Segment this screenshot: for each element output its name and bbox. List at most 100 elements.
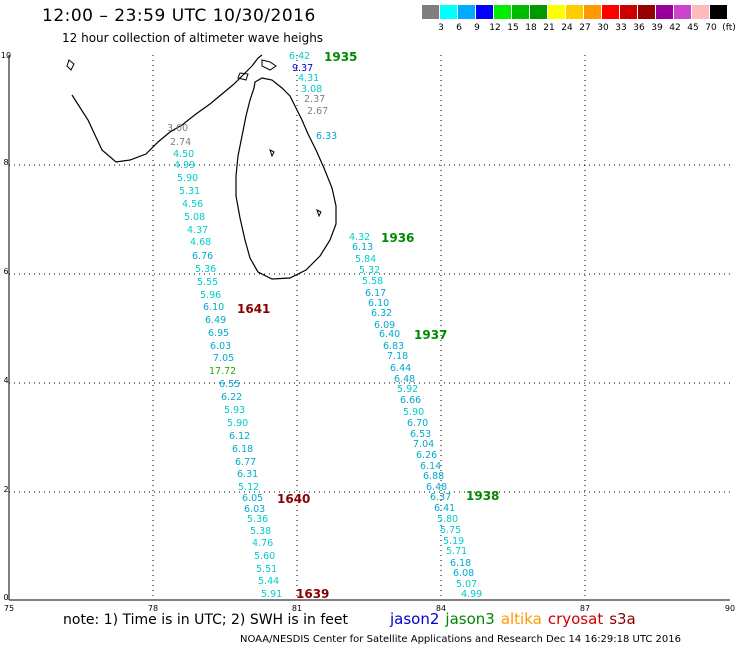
- wave-height-value: 5.58: [362, 276, 383, 287]
- wave-height-value: 5.80: [437, 514, 458, 525]
- wave-height-value: 2.74: [170, 137, 191, 148]
- scale-swatch: [620, 5, 638, 19]
- lon-gridlines: [152, 55, 586, 600]
- wave-height-value: 6.48: [394, 374, 415, 385]
- wave-height-value: 6.76: [192, 251, 213, 262]
- wave-height-value: 6.49: [205, 315, 226, 326]
- lat-tick-label: 2: [3, 485, 8, 494]
- lat-tick-label: 4: [3, 376, 8, 385]
- wave-height-value: 5.92: [397, 384, 418, 395]
- lon-axis-labels: 75 78 81 84 87 90: [4, 604, 735, 613]
- wave-height-value: 6.14: [420, 461, 441, 472]
- wave-height-value: 6.12: [229, 431, 250, 442]
- scale-swatch: [602, 5, 620, 19]
- wave-height-value: 6.10: [203, 302, 224, 313]
- scale-label: 33: [615, 23, 627, 33]
- pass-time-label: 1938: [466, 489, 499, 503]
- wave-height-value: 6.77: [235, 457, 256, 468]
- pass-time-label: 1641: [237, 302, 270, 316]
- wave-height-value: 17.72: [209, 366, 236, 377]
- scale-swatch: [512, 5, 530, 19]
- map-note: note: 1) Time is in UTC; 2) SWH is in fe…: [63, 612, 349, 628]
- scale-swatch: [494, 5, 512, 19]
- scale-label: 18: [525, 23, 537, 33]
- scale-swatch: [584, 5, 602, 19]
- wave-height-value: 5.55: [197, 277, 218, 288]
- wave-height-value: 7.04: [413, 439, 434, 450]
- wave-height-value: 6.33: [316, 131, 337, 142]
- lat-gridlines: [9, 164, 730, 493]
- scale-swatch: [458, 5, 476, 19]
- wave-height-value: 4.31: [298, 73, 319, 84]
- map-subtitle: 12 hour collection of altimeter wave hei…: [62, 31, 324, 45]
- wave-height-value: 7.05: [213, 353, 234, 364]
- scale-label: 6: [456, 23, 462, 33]
- wave-height-value: 6.88: [423, 471, 444, 482]
- scale-swatch: [476, 5, 494, 19]
- scale-label: 27: [579, 23, 591, 33]
- scale-swatch: [710, 5, 728, 19]
- lat-axis-labels: 0 2 4 6 8 10: [1, 51, 11, 602]
- pass-time-label: 1935: [324, 50, 357, 64]
- wave-height-value: 5.36: [195, 264, 216, 275]
- wave-height-value: 3.00: [167, 123, 188, 134]
- scale-label: 45: [687, 23, 699, 33]
- wave-height-value: 6.03: [210, 341, 231, 352]
- scale-label: 24: [561, 23, 573, 33]
- lat-tick-label: 0: [3, 593, 8, 602]
- wave-height-value: 5.93: [224, 405, 245, 416]
- scale-swatch: [548, 5, 566, 19]
- sri-lanka-coastline: [235, 77, 337, 280]
- wave-height-value: 4.37: [187, 225, 208, 236]
- wave-height-value: 5.90: [227, 418, 248, 429]
- wave-height-value: 5.71: [446, 546, 467, 557]
- wave-height-value: 7.18: [387, 351, 408, 362]
- scale-swatch: [530, 5, 548, 19]
- island: [237, 72, 249, 81]
- legend-entry-jason3: jason3: [445, 610, 495, 628]
- wave-height-value: 6.55: [219, 379, 240, 390]
- island: [66, 59, 75, 71]
- scale-swatch: [638, 5, 656, 19]
- wave-height-value: 6.41: [434, 503, 455, 514]
- scale-label: 3: [438, 23, 444, 33]
- island: [269, 149, 275, 158]
- legend-entry-s3a: s3a: [609, 610, 636, 628]
- wave-height-value: 5.08: [184, 212, 205, 223]
- wave-height-value: 6.44: [390, 363, 411, 374]
- wave-height-value: 4.56: [182, 199, 203, 210]
- pass-labels-layer: 1935 1936 1937 1938 1641 1640 1639: [237, 50, 499, 601]
- lon-tick-label: 78: [148, 604, 158, 613]
- wave-height-value: 5.19: [443, 536, 464, 547]
- wave-height-value: 5.36: [247, 514, 268, 525]
- wave-height-value: 5.75: [440, 525, 461, 536]
- wave-height-value: 6.95: [208, 328, 229, 339]
- wave-height-value: 5.90: [177, 173, 198, 184]
- wave-height-value: 5.90: [403, 407, 424, 418]
- wave-height-value: 6.37: [430, 492, 451, 503]
- wave-height-value: 5.91: [261, 589, 282, 600]
- satellite-legend: jason2 jason3 altika cryosat s3a: [390, 610, 642, 628]
- scale-label: 36: [633, 23, 645, 33]
- lon-tick-label: 84: [436, 604, 446, 613]
- observations-layer: 6.429.374.313.082.372.67 6.33 3.00 2.744.50…: [167, 51, 482, 600]
- lat-tick-label: 10: [1, 51, 11, 60]
- scale-label: 9: [474, 23, 480, 33]
- lon-tick-label: 90: [725, 604, 735, 613]
- scale-label: 30: [597, 23, 609, 33]
- wave-height-value: 6.08: [453, 568, 474, 579]
- scale-swatch: [566, 5, 584, 19]
- wave-height-value: 6.66: [400, 395, 421, 406]
- india-coastline: [71, 54, 263, 163]
- legend-entry-altika: altika: [500, 610, 542, 628]
- wave-height-value: 6.03: [244, 504, 265, 515]
- island: [261, 59, 277, 71]
- wave-height-value: 5.31: [179, 186, 200, 197]
- wave-height-value: 3.08: [301, 84, 322, 95]
- scale-label: (ft): [722, 23, 736, 33]
- wave-height-value: 6.13: [352, 242, 373, 253]
- wave-height-value: 6.10: [368, 298, 389, 309]
- wave-height-value: 5.44: [258, 576, 279, 587]
- scale-swatch: [656, 5, 674, 19]
- scale-label: 39: [651, 23, 663, 33]
